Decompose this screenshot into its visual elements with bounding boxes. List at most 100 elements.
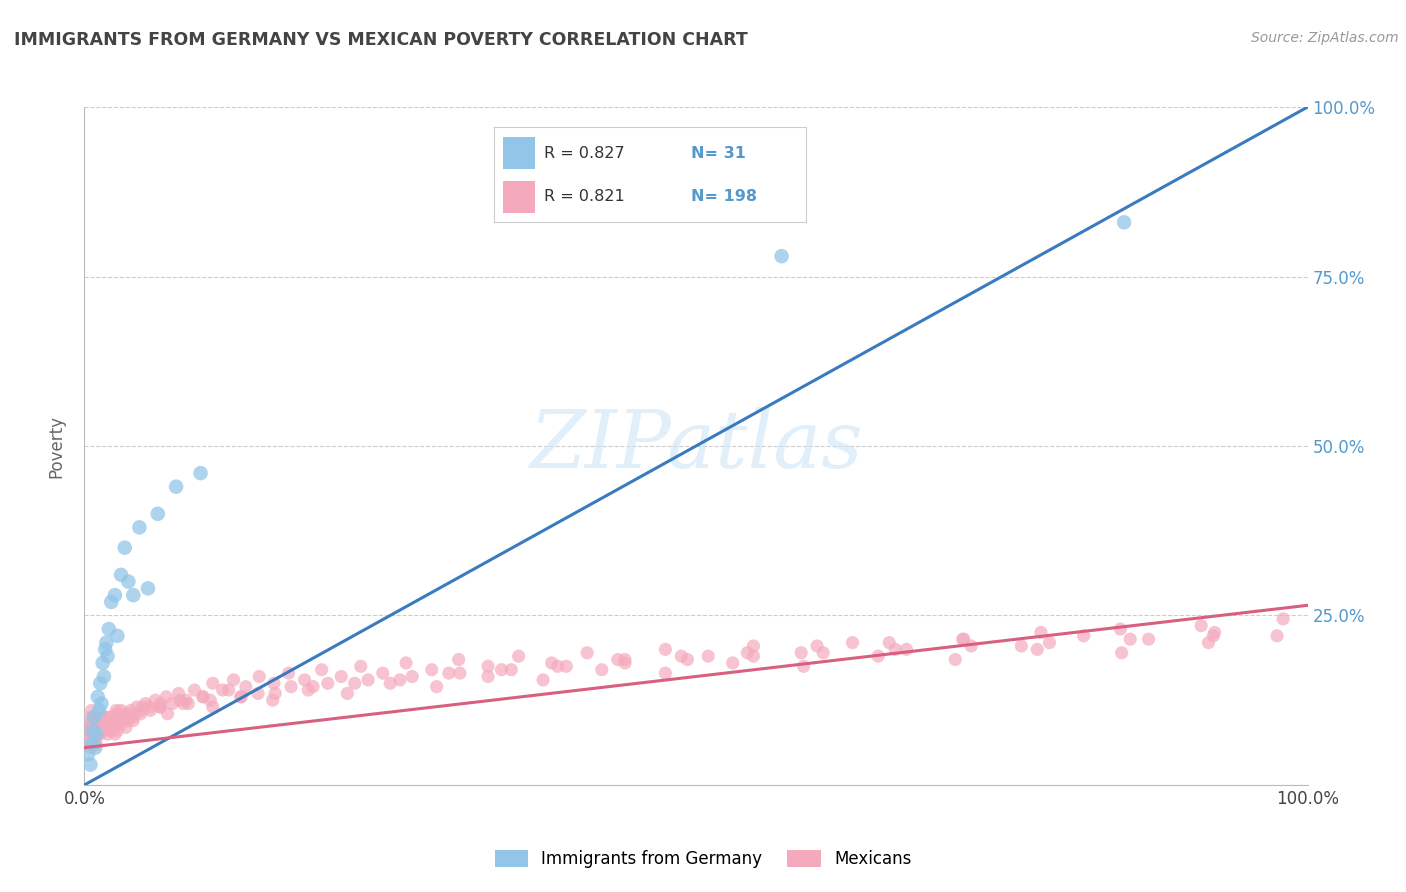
Point [742,639,765,653]
Point [117,714,139,728]
Point [262,693,284,707]
Point [80,703,103,717]
Point [82,723,104,738]
Point [117,574,139,589]
Point [1272,612,1295,626]
Text: ZIPatlas: ZIPatlas [529,408,863,484]
Point [302,680,325,694]
Point [77,720,100,734]
Point [105,706,128,721]
Legend: Immigrants from Germany, Mexicans: Immigrants from Germany, Mexicans [488,843,918,875]
Point [229,690,252,704]
Point [591,663,613,677]
Point [87,714,110,728]
Point [87,690,110,704]
Point [336,686,359,700]
Point [129,703,152,717]
Point [103,720,125,734]
Point [555,659,578,673]
Point [1119,632,1142,647]
Point [264,686,287,700]
Point [676,652,699,666]
Point [82,727,104,741]
Point [84,731,107,745]
Point [1204,625,1226,640]
Point [84,710,107,724]
Point [135,697,157,711]
Point [330,669,353,683]
Point [138,700,160,714]
Point [89,676,111,690]
Point [86,727,108,741]
Point [76,734,98,748]
Point [477,669,499,683]
Point [91,723,114,738]
Point [449,666,471,681]
Point [122,710,145,724]
Point [177,697,200,711]
Point [83,710,105,724]
Point [100,710,122,724]
Point [105,703,128,717]
Point [165,480,187,494]
Point [156,706,179,721]
Point [129,706,152,721]
Point [229,690,252,704]
Point [311,663,333,677]
Point [107,714,129,728]
Point [477,659,499,673]
Point [614,652,637,666]
Point [960,639,983,653]
Point [93,710,115,724]
Point [263,676,285,690]
Point [371,666,394,681]
Point [183,683,205,698]
Point [104,588,127,602]
Point [100,717,122,731]
Point [167,686,190,700]
Point [114,706,136,721]
Point [125,700,148,714]
Point [90,714,112,728]
Point [77,720,100,734]
Y-axis label: Poverty: Poverty [48,415,66,477]
Point [105,629,128,643]
Point [86,720,108,734]
Point [380,676,402,690]
Point [87,717,110,731]
Point [420,663,443,677]
Point [357,673,380,687]
Point [1029,625,1052,640]
Point [297,683,319,698]
Point [105,723,128,738]
Point [97,727,120,741]
Point [547,659,569,673]
Point [91,710,114,724]
Point [491,663,513,677]
Point [1189,618,1212,632]
Point [654,666,676,681]
Point [841,635,863,649]
Point [790,646,813,660]
Point [277,666,299,681]
Point [174,693,197,707]
Point [1265,629,1288,643]
Point [149,700,172,714]
Point [896,642,918,657]
Point [83,737,105,751]
Point [84,740,107,755]
Point [110,567,132,582]
Point [191,690,214,704]
Point [110,703,132,717]
Point [79,740,101,755]
Point [94,717,117,731]
Point [247,669,270,683]
Point [868,649,890,664]
Point [97,622,120,636]
Point [87,720,110,734]
Point [531,673,554,687]
Point [172,697,194,711]
Point [79,710,101,724]
Point [201,676,224,690]
Point [770,249,793,263]
